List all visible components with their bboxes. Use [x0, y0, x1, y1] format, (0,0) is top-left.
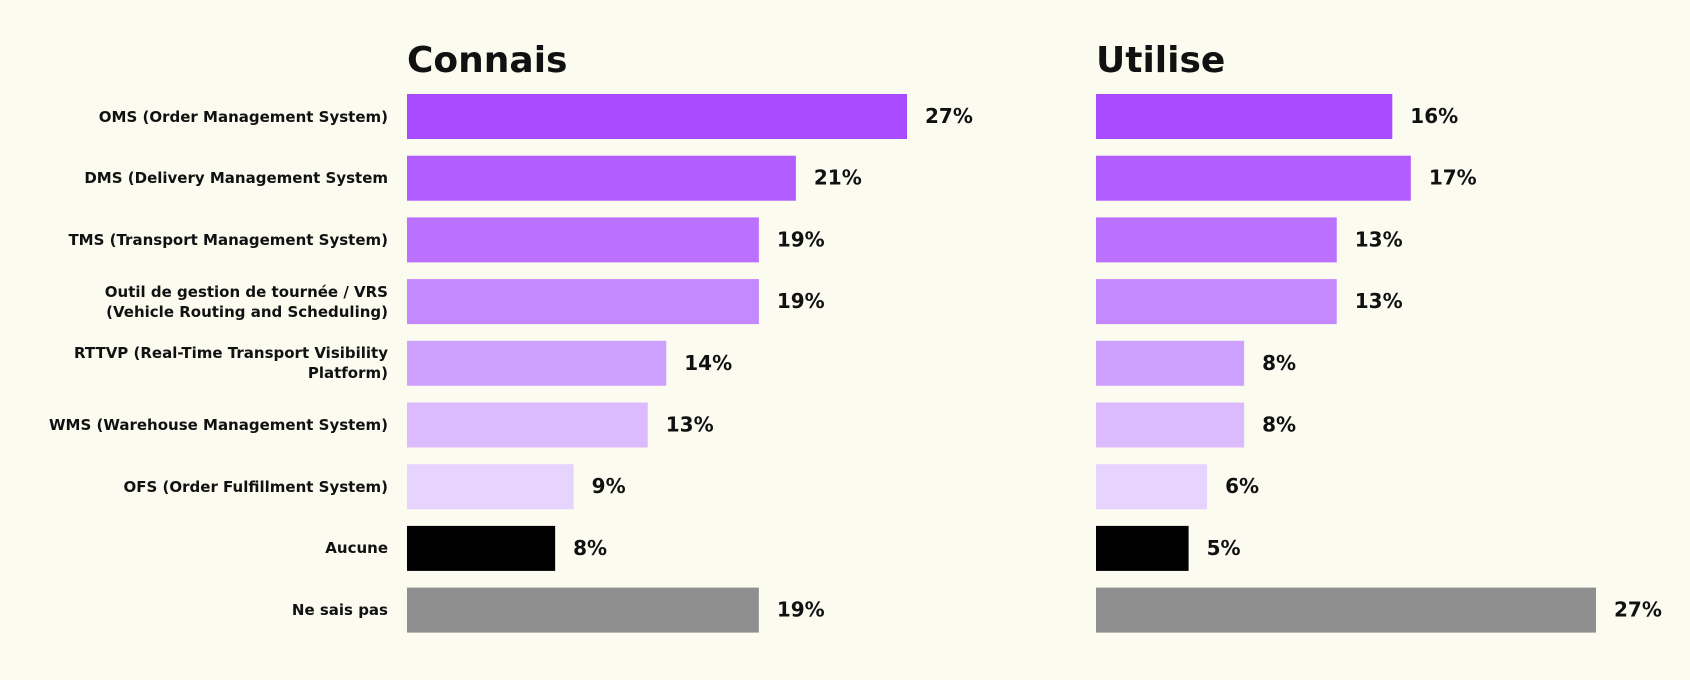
- bar: [407, 155, 796, 201]
- panel-title: Connais: [407, 40, 567, 81]
- category-label: OFS (Order Fulfillment System): [123, 477, 389, 496]
- value-label: 9%: [592, 474, 626, 498]
- category-label: WMS (Warehouse Management System): [48, 416, 388, 434]
- value-label: 21%: [814, 166, 862, 190]
- value-label: 27%: [1614, 598, 1662, 622]
- category-label: Ne sais pas: [291, 601, 388, 620]
- value-label: 14%: [684, 351, 732, 375]
- value-label: 13%: [1355, 289, 1403, 313]
- bar: [1096, 464, 1208, 510]
- value-label: 13%: [1355, 227, 1403, 251]
- bar: [407, 94, 907, 139]
- panel-title: Utilise: [1096, 40, 1225, 81]
- category-label: Aucune: [325, 539, 388, 558]
- value-label: 19%: [777, 227, 825, 251]
- value-label: 5%: [1207, 536, 1241, 560]
- bar: [407, 464, 574, 510]
- bar: [407, 402, 648, 448]
- value-label: 8%: [1262, 351, 1296, 375]
- bar: [1096, 587, 1596, 633]
- category-label: DMS (Delivery Management System: [84, 169, 388, 188]
- bar: [1096, 402, 1245, 448]
- bar: [407, 587, 759, 633]
- bar: [407, 217, 759, 263]
- category-label: OMS (Order Management System): [98, 107, 388, 126]
- bar: [1096, 525, 1189, 571]
- bar: [1096, 217, 1337, 263]
- category-label: RTTVP (Real-Time Transport Visibility Pl…: [74, 344, 388, 383]
- bar: [1096, 155, 1411, 201]
- category-label: TMS (Transport Management System): [68, 230, 388, 249]
- value-label: 13%: [666, 413, 714, 437]
- value-label: 27%: [925, 104, 973, 128]
- bar: [1096, 340, 1245, 386]
- value-label: 19%: [777, 289, 825, 313]
- value-label: 19%: [777, 598, 825, 622]
- bar: [1096, 94, 1393, 139]
- category-label: Outil de gestion de tournée / VRS (Vehic…: [104, 282, 388, 321]
- value-label: 6%: [1225, 474, 1259, 498]
- value-label: 16%: [1410, 104, 1458, 128]
- value-label: 8%: [1262, 413, 1296, 437]
- value-label: 17%: [1429, 166, 1477, 190]
- bar: [407, 340, 667, 386]
- bar: [407, 525, 556, 571]
- value-label: 8%: [573, 536, 607, 560]
- bar: [407, 279, 759, 325]
- bar: [1096, 279, 1337, 325]
